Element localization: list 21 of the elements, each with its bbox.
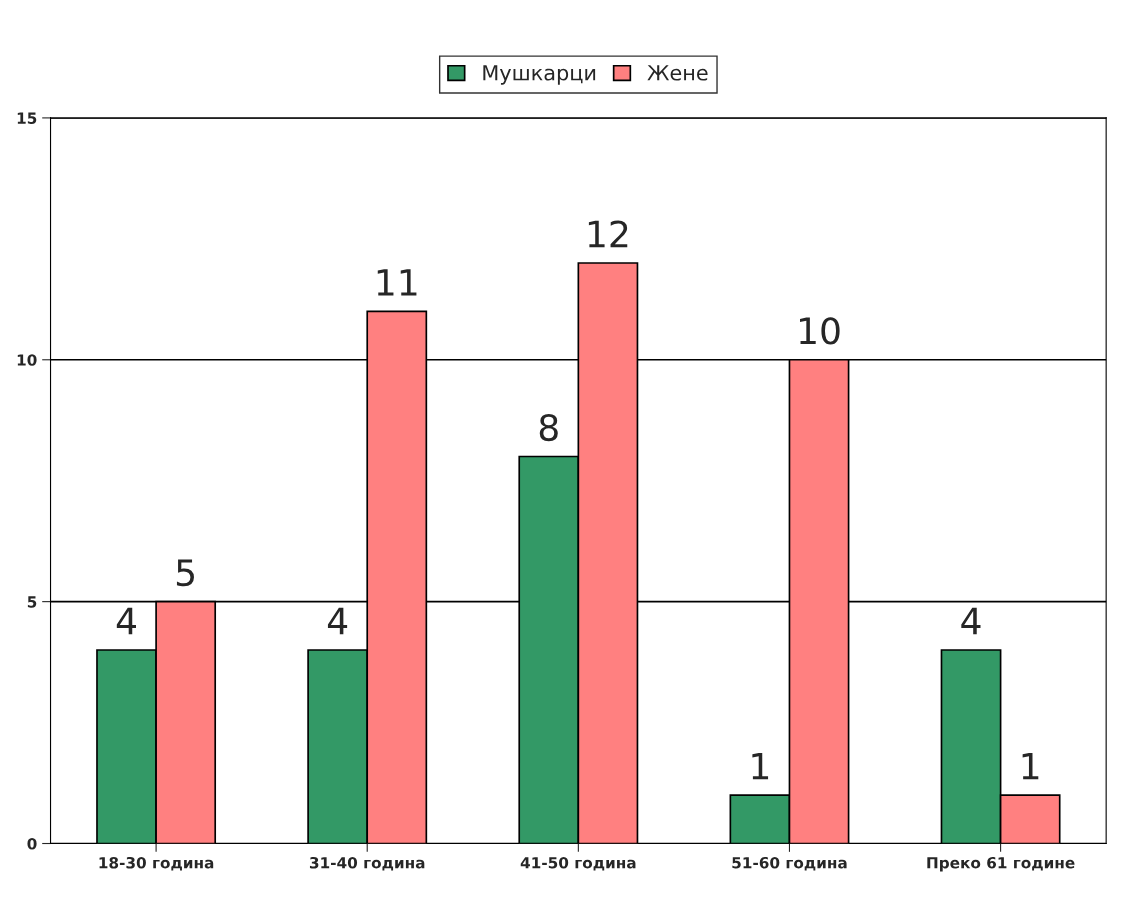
data-label: 10 xyxy=(800,317,840,345)
data-label: 5 xyxy=(176,559,194,587)
y-tick-label: 10 xyxy=(17,354,37,366)
data-label: 4 xyxy=(961,607,981,635)
data-label: 4 xyxy=(327,607,348,635)
y-tick-label: 5 xyxy=(27,596,37,608)
data-label: 8 xyxy=(539,413,558,442)
data-label: 12 xyxy=(588,220,628,248)
x-tick-label: 51-60 година xyxy=(732,856,847,871)
x-tick-label: 31-40 година xyxy=(309,856,425,871)
data-label: 1 xyxy=(752,752,769,780)
legend-label: Мушкарци xyxy=(483,65,596,85)
legend-label: Жене xyxy=(647,65,708,81)
data-label: 1 xyxy=(1022,752,1039,780)
y-tick-label: 0 xyxy=(27,837,37,850)
data-label: 11 xyxy=(377,269,417,296)
x-tick-label: Преко 61 године xyxy=(927,856,1075,872)
y-tick-label: 15 xyxy=(17,112,37,124)
data-label: 4 xyxy=(116,607,136,635)
x-tick-label: 41-50 година xyxy=(520,856,636,871)
x-tick-label: 18-30 година xyxy=(99,856,214,871)
